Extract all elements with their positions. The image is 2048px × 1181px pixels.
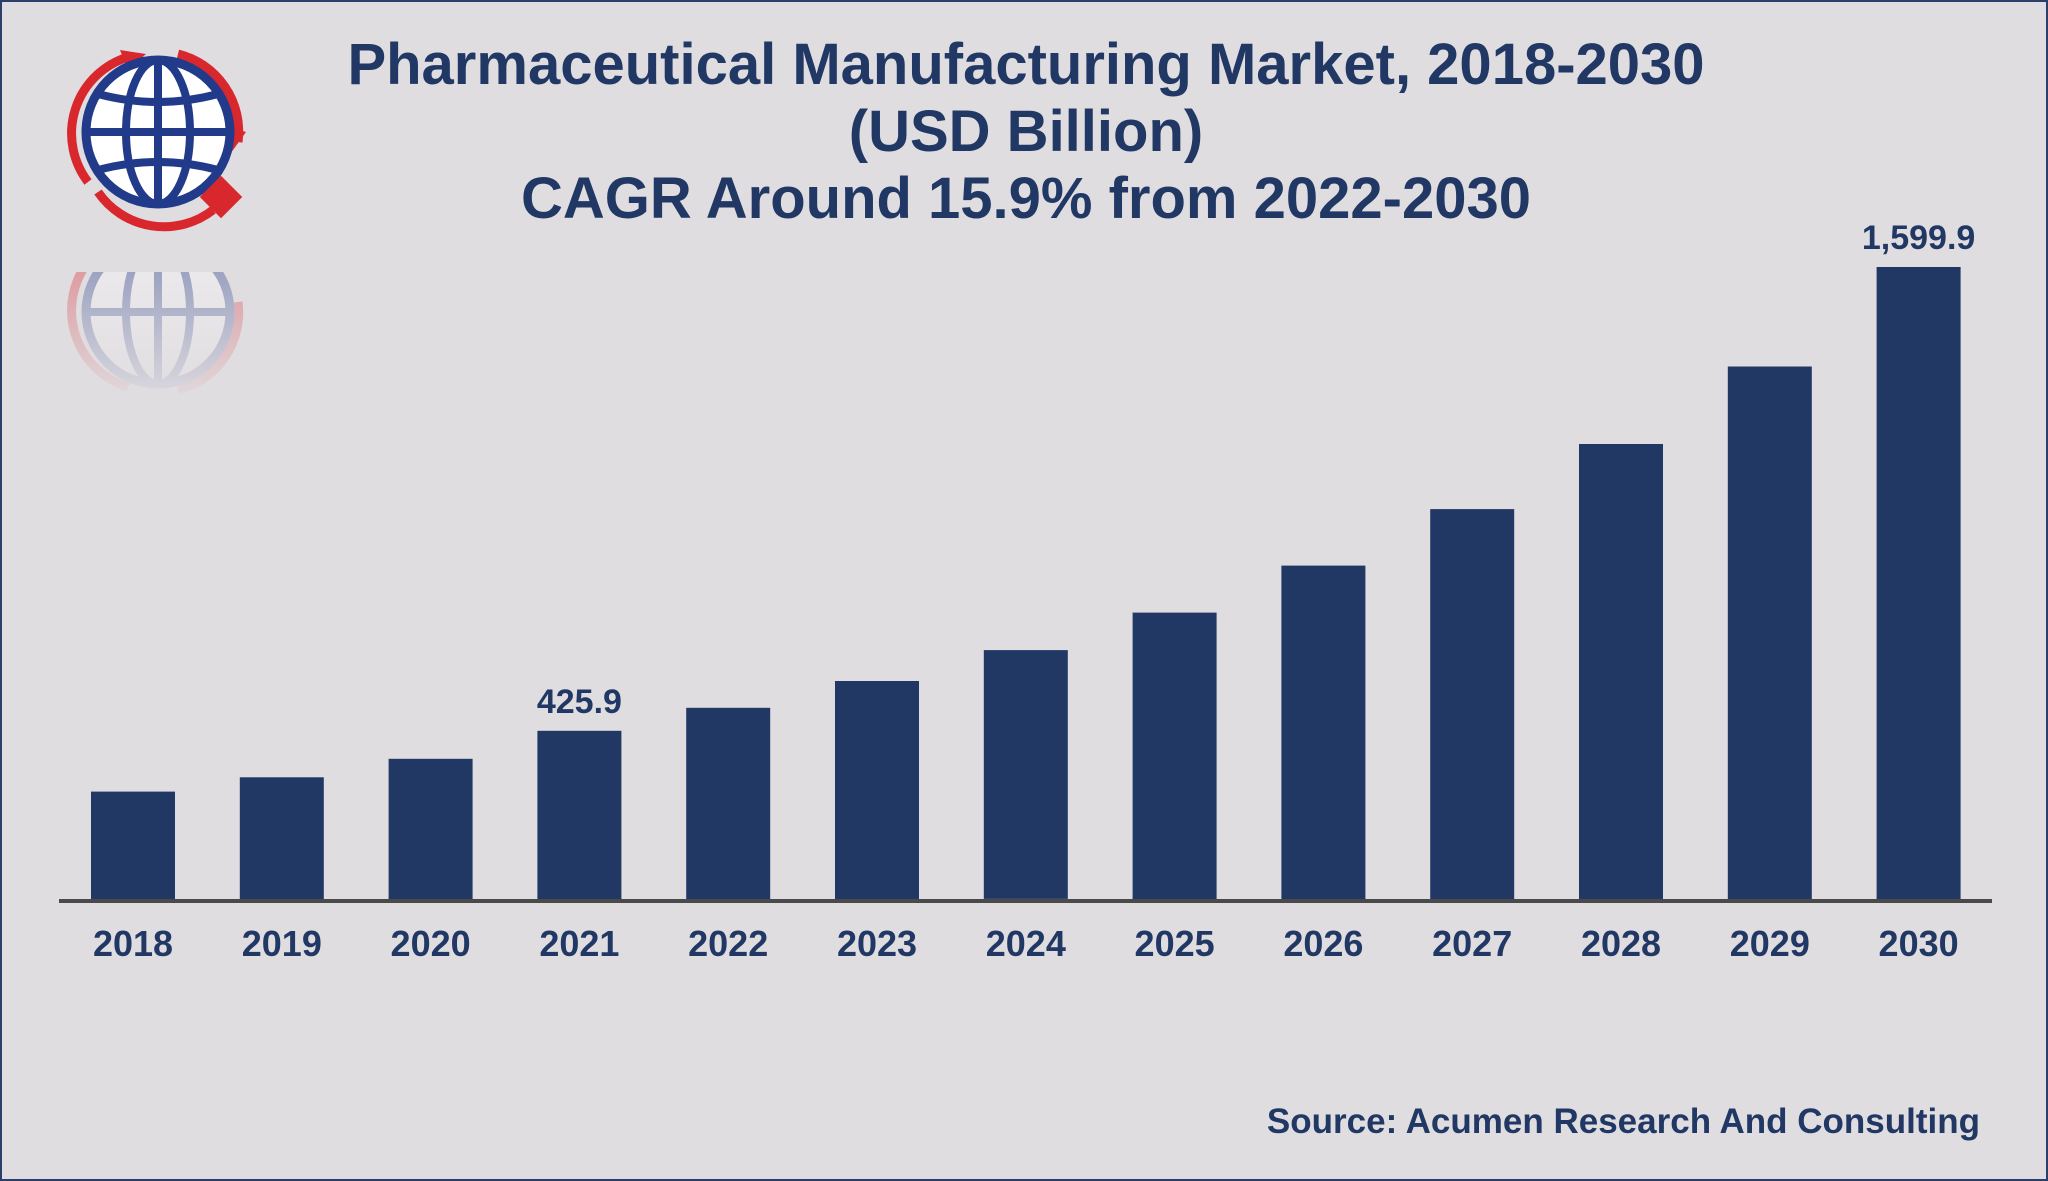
- chart-title: Pharmaceutical Manufacturing Market, 201…: [347, 32, 1705, 97]
- bar-2027: [1430, 509, 1515, 899]
- bar-2025: [1132, 612, 1217, 899]
- x-tick-label-2022: 2022: [688, 923, 768, 964]
- x-tick-label-2018: 2018: [93, 923, 173, 964]
- data-label-2021: 425.9: [537, 683, 622, 721]
- chart-subtitle-cagr: CAGR Around 15.9% from 2022-2030: [521, 166, 1531, 231]
- bar-2029: [1727, 366, 1812, 899]
- bar-2030: [1876, 267, 1961, 899]
- bars-layer: [91, 267, 1961, 899]
- bar-2028: [1579, 444, 1663, 899]
- logo-reflection: [58, 272, 258, 412]
- bar-2022: [686, 707, 771, 899]
- globe-logo-icon: [58, 32, 258, 232]
- bar-2019: [239, 777, 324, 899]
- x-tick-label-2029: 2029: [1730, 923, 1810, 964]
- bar-2024: [983, 650, 1068, 899]
- bar-2018: [91, 791, 175, 899]
- x-tick-label-2030: 2030: [1879, 923, 1959, 964]
- labels-layer: 2018 2019 2020 2021 2022 2023 2024 2025 2026 2027…: [93, 219, 1975, 964]
- bar-2023: [835, 681, 919, 899]
- x-tick-label-2020: 2020: [391, 923, 471, 964]
- bar-2026: [1281, 565, 1366, 899]
- x-tick-label-2019: 2019: [242, 923, 322, 964]
- bar-2021: [537, 730, 622, 899]
- x-tick-label-2027: 2027: [1432, 923, 1512, 964]
- x-tick-label-2024: 2024: [986, 923, 1066, 964]
- x-tick-label-2028: 2028: [1581, 923, 1661, 964]
- x-tick-label-2026: 2026: [1283, 923, 1363, 964]
- x-tick-label-2021: 2021: [539, 923, 619, 964]
- chart-subtitle-units: (USD Billion): [848, 99, 1204, 164]
- x-tick-label-2025: 2025: [1135, 923, 1215, 964]
- data-label-2030: 1,599.9: [1862, 219, 1975, 257]
- source-note: Source: Acumen Research And Consulting: [1266, 1102, 1980, 1141]
- bar-2020: [388, 758, 473, 899]
- x-tick-label-2023: 2023: [837, 923, 917, 964]
